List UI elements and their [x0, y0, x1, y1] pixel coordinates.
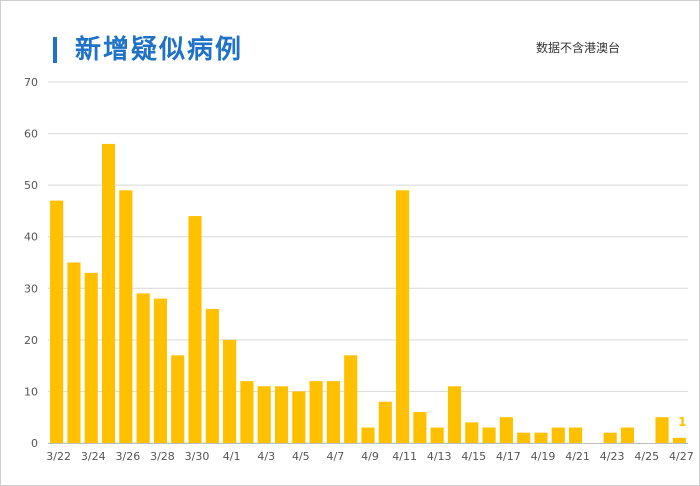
gridlines: [48, 81, 688, 392]
y-axis-ticks: 0 10 20 30 40 50 60 70: [24, 76, 38, 450]
bar-4-18: [517, 432, 531, 443]
bar-4-12: [413, 412, 427, 443]
x-tick-label: 4/17: [496, 450, 521, 463]
bar-4-26: [655, 417, 669, 443]
y-tick-label: 20: [24, 334, 38, 347]
y-tick-label: 0: [31, 437, 38, 450]
y-tick-label: 30: [24, 282, 38, 295]
x-tick-label: 4/13: [427, 450, 452, 463]
x-tick-label: 3/26: [115, 450, 140, 463]
bar-3-29: [171, 355, 185, 443]
bar-4-1: [223, 339, 237, 443]
y-tick-label: 70: [24, 76, 38, 89]
data-scope-note: 数据不含港澳台: [536, 41, 621, 55]
y-tick-label: 10: [24, 385, 38, 398]
bar-4-13: [430, 427, 444, 443]
x-axis-ticks: 3/22 3/24 3/26 3/28 3/30 4/1 4/3 4/5 4/7 4/9 4/11 4…: [46, 450, 693, 463]
y-tick-label: 60: [24, 128, 38, 141]
x-tick-label: 4/23: [600, 450, 625, 463]
bar-4-9: [361, 427, 375, 443]
bar-4-27: [672, 437, 686, 443]
x-tick-label: 4/27: [669, 450, 694, 463]
bar-4-20: [551, 427, 565, 443]
x-tick-label: 4/19: [531, 450, 556, 463]
bar-3-27: [136, 293, 150, 443]
bar-4-10: [378, 401, 392, 443]
y-tick-label: 50: [24, 179, 38, 192]
bar-4-23: [603, 432, 617, 443]
bar-4-19: [534, 432, 548, 443]
bar-4-16: [482, 427, 496, 443]
bar-4-14: [447, 386, 462, 443]
bars: [50, 143, 686, 443]
title-accent-bar: [53, 37, 57, 63]
bar-4-3: [257, 386, 271, 443]
x-tick-label: 4/5: [292, 450, 310, 463]
bar-4-15: [465, 422, 479, 443]
x-tick-label: 4/1: [223, 450, 241, 463]
bar-4-11: [396, 190, 410, 443]
x-tick-label: 3/24: [81, 450, 106, 463]
x-tick-label: 4/9: [361, 450, 379, 463]
bar-3-25: [101, 143, 116, 443]
bar-3-26: [119, 190, 133, 443]
x-tick-label: 4/21: [565, 450, 590, 463]
bar-3-30: [188, 216, 202, 443]
bar-4-7: [326, 381, 340, 443]
bar-4-6: [309, 381, 323, 443]
chart-title: 新增疑似病例: [75, 35, 244, 65]
data-labels: 1: [678, 415, 686, 429]
bar-4-24: [620, 427, 635, 443]
data-label: 1: [678, 415, 686, 429]
x-tick-label: 4/11: [392, 450, 417, 463]
bar-4-2: [240, 381, 254, 443]
bar-3-28: [153, 298, 168, 443]
x-tick-label: 3/28: [150, 450, 175, 463]
bar-3-23: [67, 262, 81, 443]
x-tick-label: 4/25: [634, 450, 659, 463]
bar-4-5: [292, 391, 306, 443]
bar-4-8: [344, 355, 358, 443]
x-tick-label: 4/15: [461, 450, 486, 463]
bar-4-4: [274, 386, 289, 443]
bar-3-31: [205, 308, 219, 443]
x-tick-label: 4/7: [327, 450, 345, 463]
bar-4-17: [499, 417, 513, 443]
x-tick-label: 3/22: [46, 450, 71, 463]
bar-4-21: [568, 427, 583, 443]
x-tick-label: 4/3: [257, 450, 275, 463]
x-tick-label: 3/30: [185, 450, 210, 463]
bar-3-22: [50, 200, 64, 443]
bar-3-24: [84, 272, 98, 443]
y-tick-label: 40: [24, 231, 38, 244]
